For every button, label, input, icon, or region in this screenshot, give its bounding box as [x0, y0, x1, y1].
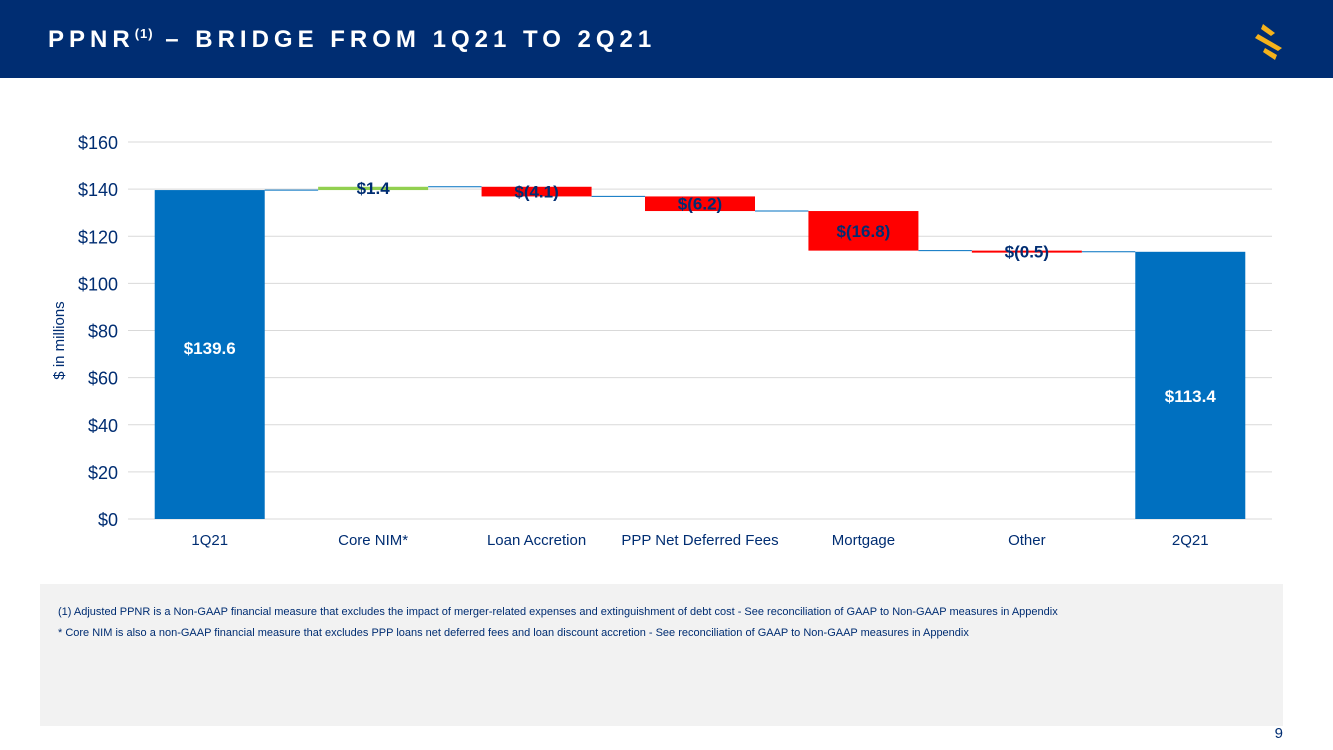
- slide-title: PPNR(1) – BRIDGE FROM 1Q21 TO 2Q21: [48, 26, 656, 54]
- footnote-core-nim: * Core NIM is also a non-GAAP financial …: [58, 627, 969, 639]
- data-label: $(6.2): [678, 195, 722, 214]
- bars: [154, 186, 1246, 519]
- data-label: $(16.8): [836, 222, 890, 241]
- page-number: 9: [1274, 725, 1283, 742]
- x-tick-label: Other: [1008, 532, 1046, 549]
- x-tick-label: Mortgage: [832, 532, 895, 549]
- y-tick-label: $100: [78, 274, 118, 294]
- y-tick-label: $140: [78, 180, 118, 200]
- title-rest: – BRIDGE FROM 1Q21 TO 2Q21: [153, 26, 657, 53]
- title-bar: PPNR(1) – BRIDGE FROM 1Q21 TO 2Q21: [0, 0, 1333, 78]
- x-tick-label: Core NIM*: [338, 532, 408, 549]
- footnote-panel: (1) Adjusted PPNR is a Non-GAAP financia…: [40, 584, 1283, 726]
- waterfall-chart: $0 $20 $40 $60 $80 $100 $120 $140 $160 $ in mill…: [51, 133, 1272, 549]
- y-tick-label: $120: [78, 227, 118, 247]
- gridlines: [128, 141, 1272, 520]
- y-axis-tick-labels: $0 $20 $40 $60 $80 $100 $120 $140 $160: [78, 133, 118, 530]
- y-tick-label: $40: [88, 416, 118, 436]
- y-axis-label: $ in millions: [51, 301, 68, 379]
- y-tick-label: $80: [88, 322, 118, 342]
- bar-other: [971, 250, 1082, 253]
- x-axis-category-labels: 1Q21 Core NIM* Loan Accretion PPP Net Defer…: [191, 532, 1208, 549]
- y-tick-label: $20: [88, 463, 118, 483]
- data-label: $(0.5): [1005, 243, 1049, 262]
- bar-mortgage: [808, 211, 919, 251]
- y-tick-label: $60: [88, 369, 118, 389]
- data-label: $139.6: [184, 339, 236, 358]
- bar-core-nim: [318, 186, 429, 191]
- data-label: $1.4: [357, 179, 391, 198]
- bar-2q21: [1135, 251, 1246, 519]
- data-label: $(4.1): [514, 183, 558, 202]
- x-tick-label: 1Q21: [191, 532, 228, 549]
- y-tick-label: $0: [98, 510, 118, 530]
- bar-ppp-net-deferred-fees: [645, 196, 755, 212]
- s-logo-icon: [1255, 24, 1282, 60]
- bar-loan-accretion: [481, 186, 592, 197]
- y-tick-label: $160: [78, 133, 118, 153]
- data-labels: $139.6 $1.4 $(4.1) $(6.2) $(16.8) $(0.5) $113.…: [184, 179, 1217, 406]
- x-tick-label: PPP Net Deferred Fees: [621, 532, 778, 549]
- footnote-ppnr: (1) Adjusted PPNR is a Non-GAAP financia…: [58, 606, 1058, 618]
- title-footnote-marker: (1): [134, 26, 154, 41]
- data-label: $113.4: [1165, 387, 1217, 406]
- x-tick-label: 2Q21: [1172, 532, 1209, 549]
- bar-1q21: [154, 190, 265, 519]
- x-tick-label: Loan Accretion: [487, 532, 586, 549]
- connector-lines: [264, 186, 1136, 253]
- title-main: PPNR: [48, 26, 135, 53]
